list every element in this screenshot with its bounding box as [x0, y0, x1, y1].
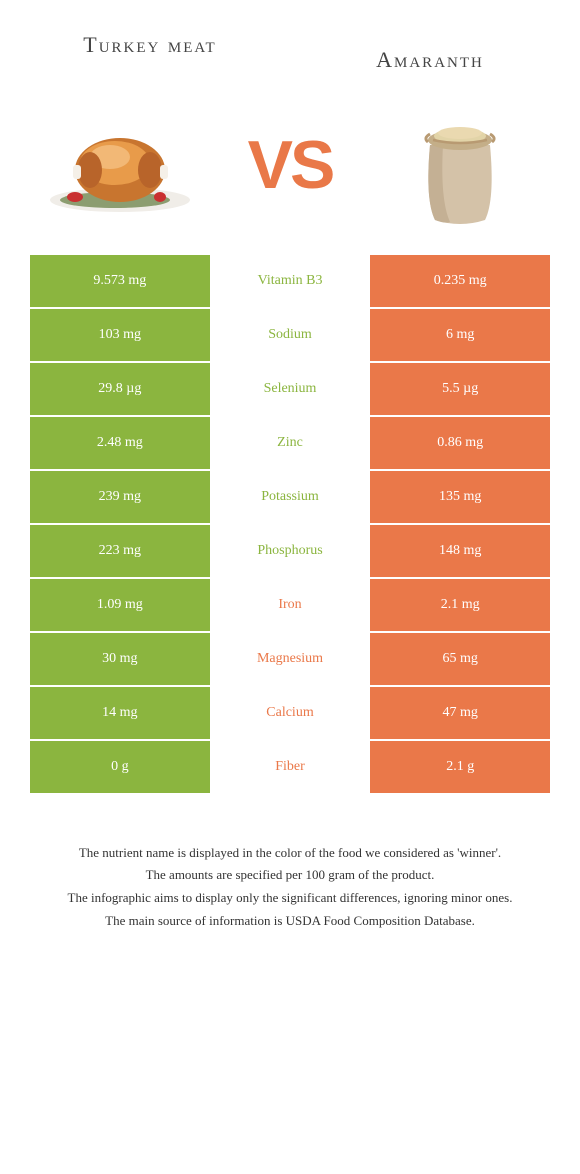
nutrient-row: 29.8 µgSelenium5.5 µg [30, 363, 550, 415]
left-value: 1.09 mg [30, 579, 210, 631]
nutrient-name: Magnesium [210, 633, 371, 685]
right-value: 0.235 mg [370, 255, 550, 307]
nutrient-row: 14 mgCalcium47 mg [30, 687, 550, 739]
amaranth-image [380, 105, 540, 225]
left-value: 0 g [30, 741, 210, 793]
comparison-row: VS [20, 105, 560, 255]
vs-label: VS [248, 126, 333, 204]
right-value: 2.1 g [370, 741, 550, 793]
left-value: 223 mg [30, 525, 210, 577]
right-value: 5.5 µg [370, 363, 550, 415]
nutrient-name: Phosphorus [210, 525, 371, 577]
left-value: 29.8 µg [30, 363, 210, 415]
nutrient-name: Calcium [210, 687, 371, 739]
left-value: 14 mg [30, 687, 210, 739]
nutrient-name: Selenium [210, 363, 371, 415]
nutrient-row: 1.09 mgIron2.1 mg [30, 579, 550, 631]
right-value: 0.86 mg [370, 417, 550, 469]
right-value: 135 mg [370, 471, 550, 523]
nutrient-name: Zinc [210, 417, 371, 469]
left-value: 239 mg [30, 471, 210, 523]
nutrient-row: 9.573 mgVitamin B30.235 mg [30, 255, 550, 307]
nutrient-row: 30 mgMagnesium65 mg [30, 633, 550, 685]
footer-line-3: The infographic aims to display only the… [50, 888, 530, 909]
nutrient-name: Sodium [210, 309, 371, 361]
nutrient-row: 239 mgPotassium135 mg [30, 471, 550, 523]
right-value: 6 mg [370, 309, 550, 361]
nutrient-row: 223 mgPhosphorus148 mg [30, 525, 550, 577]
nutrient-name: Iron [210, 579, 371, 631]
nutrient-name: Potassium [210, 471, 371, 523]
left-value: 103 mg [30, 309, 210, 361]
header: Turkey meat Amaranth [20, 30, 560, 75]
right-value: 65 mg [370, 633, 550, 685]
right-food-title: Amaranth [340, 30, 520, 75]
turkey-image [40, 105, 200, 225]
footer-line-4: The main source of information is USDA F… [50, 911, 530, 932]
nutrient-row: 103 mgSodium6 mg [30, 309, 550, 361]
left-value: 30 mg [30, 633, 210, 685]
nutrient-row: 0 gFiber2.1 g [30, 741, 550, 793]
footer-line-2: The amounts are specified per 100 gram o… [50, 865, 530, 886]
nutrient-table: 9.573 mgVitamin B30.235 mg103 mgSodium6 … [30, 255, 550, 793]
nutrient-name: Vitamin B3 [210, 255, 371, 307]
nutrient-row: 2.48 mgZinc0.86 mg [30, 417, 550, 469]
left-value: 9.573 mg [30, 255, 210, 307]
footer-notes: The nutrient name is displayed in the co… [20, 843, 560, 932]
footer-line-1: The nutrient name is displayed in the co… [50, 843, 530, 864]
left-food-title: Turkey meat [60, 30, 240, 60]
right-value: 47 mg [370, 687, 550, 739]
nutrient-name: Fiber [210, 741, 371, 793]
right-value: 2.1 mg [370, 579, 550, 631]
left-value: 2.48 mg [30, 417, 210, 469]
right-value: 148 mg [370, 525, 550, 577]
